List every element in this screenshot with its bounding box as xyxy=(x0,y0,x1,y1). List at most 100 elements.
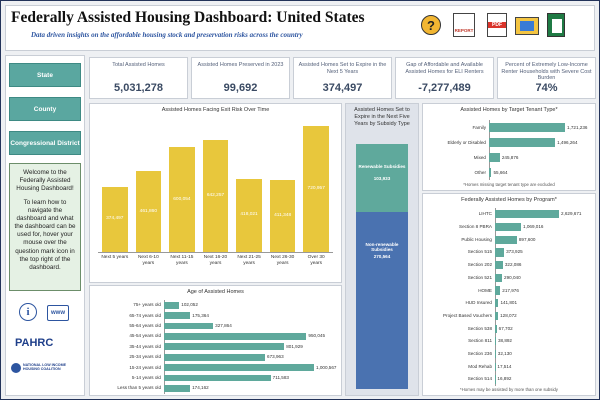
value-label: 32,130 xyxy=(497,351,512,357)
y-tick-label: 75+ years old xyxy=(133,302,161,308)
value-label: 270,564 xyxy=(373,253,391,259)
y-tick-label: Elderly or Disabled xyxy=(447,139,486,145)
value-label: 55,664 xyxy=(493,169,508,175)
value-label: 720,957 xyxy=(307,186,325,191)
y-tick-label: Section 538 xyxy=(467,325,492,331)
value-label: 16,892 xyxy=(497,376,512,382)
pdf-label: PDF xyxy=(488,22,506,28)
footnote: *Homes may be assisted by more than one … xyxy=(460,387,558,392)
web-icon[interactable]: www xyxy=(47,305,69,321)
x-tick-label: Next 26-30 years xyxy=(270,255,295,266)
value-label: 175,364 xyxy=(192,312,209,318)
chart-title: Assisted Homes by Target Tenant Type* xyxy=(460,107,558,113)
bar xyxy=(495,273,503,282)
value-label: 418,021 xyxy=(240,212,258,218)
value-label: 642,257 xyxy=(206,192,225,198)
bar xyxy=(102,186,128,252)
kpi-value: 374,497 xyxy=(322,82,363,94)
y-tick-label: Mixed xyxy=(473,154,486,160)
nlihc-logo[interactable]: NATIONAL LOW INCOME HOUSING COALITION xyxy=(23,363,66,372)
bar-segment xyxy=(356,211,408,389)
report-icon[interactable]: REPORT xyxy=(453,13,475,37)
x-tick-label: Next 6-10 years xyxy=(137,255,159,266)
y-tick-label: HUD Insured xyxy=(465,300,492,306)
county-button[interactable]: County xyxy=(9,97,81,121)
value-label: 897,600 xyxy=(518,236,536,242)
baseline xyxy=(98,252,333,253)
bar xyxy=(489,152,500,163)
value-label: 801,929 xyxy=(286,343,303,349)
x-tick-label: Next 16-20 years xyxy=(203,255,228,266)
chart-title: Age of Assisted Homes xyxy=(187,289,244,295)
y-tick-label: 55-64 years old xyxy=(129,323,161,328)
bar xyxy=(164,385,191,392)
welcome-text: To learn how to navigate the dashboard a… xyxy=(14,198,76,271)
value-label: 950,045 xyxy=(308,333,326,339)
bar xyxy=(495,337,496,346)
value-label: 411,348 xyxy=(274,213,292,219)
y-tick-label: HOME xyxy=(478,287,492,293)
value-label: 128,072 xyxy=(500,312,517,318)
bar xyxy=(489,122,565,133)
bar xyxy=(489,167,492,178)
value-label: 374,497 xyxy=(106,216,124,222)
value-label: 600,054 xyxy=(173,196,191,202)
y-tick-label: Section 521 xyxy=(467,274,492,280)
value-label: 673,963 xyxy=(267,354,284,360)
data-icon[interactable] xyxy=(515,17,539,35)
value-label: 38,892 xyxy=(497,338,512,344)
value-label: 217,976 xyxy=(502,287,519,293)
state-button[interactable]: State xyxy=(9,63,81,87)
bar xyxy=(164,343,285,351)
axis-line xyxy=(489,120,490,180)
bar xyxy=(169,147,195,252)
bar xyxy=(495,222,522,232)
y-tick-label: LIHTC xyxy=(478,211,492,217)
pdf-icon[interactable]: PDF xyxy=(487,13,507,37)
y-tick-label: Section 515 xyxy=(467,249,492,255)
bar xyxy=(495,210,559,219)
excel-icon[interactable] xyxy=(547,13,565,37)
kpi-card: Gap of Affordable and Available Assisted… xyxy=(395,57,494,99)
data-icon-screen xyxy=(520,21,534,31)
y-tick-label: Mod Rehab xyxy=(468,363,492,369)
bar xyxy=(202,139,229,252)
value-label: 322,086 xyxy=(504,262,522,268)
y-tick-label: 45-54 years old xyxy=(129,333,161,339)
bar xyxy=(164,322,214,330)
help-icon[interactable]: ? xyxy=(421,15,441,35)
bar xyxy=(495,286,501,295)
kpi-card: Total Assisted Homes 5,031,278 xyxy=(89,57,188,99)
y-tick-label: 35-44 years old xyxy=(129,343,161,349)
exit-risk-panel: Assisted Homes Facing Exit Risk Over Tim… xyxy=(89,103,342,283)
value-label: 17,514 xyxy=(497,363,512,369)
welcome-heading: Welcome to the Federally Assisted Housin… xyxy=(16,169,74,193)
y-tick-label: Public Housing xyxy=(461,236,492,242)
y-tick-label: Section 236 xyxy=(467,351,492,357)
x-tick-label: Next 21-25 years xyxy=(237,255,261,266)
pahrc-logo[interactable]: PAHRC xyxy=(15,337,54,349)
kpi-label: Assisted Homes Set to Expire in the Next… xyxy=(298,62,387,75)
bar xyxy=(303,126,329,252)
value-label: 711,583 xyxy=(272,375,289,380)
value-label: 1,496,264 xyxy=(557,139,578,145)
tenant-panel: Assisted Homes by Target Tenant Type* *H… xyxy=(422,103,596,191)
bar xyxy=(495,299,499,308)
bar xyxy=(495,248,505,257)
kpi-card: Percent of Extremely Low-Income Renter H… xyxy=(497,57,596,99)
info-icon[interactable]: i xyxy=(19,303,37,321)
value-label: 174,162 xyxy=(192,385,209,391)
value-label: 2,629,671 xyxy=(561,211,582,217)
bar xyxy=(135,171,162,252)
value-label: 327,864 xyxy=(215,323,232,328)
bar xyxy=(269,180,296,252)
bar xyxy=(495,311,499,320)
bar xyxy=(164,301,180,309)
bar xyxy=(164,333,307,340)
kpi-value: 74% xyxy=(535,82,558,94)
bar xyxy=(164,364,314,371)
district-button[interactable]: Congressional District xyxy=(9,131,81,155)
dashboard-title: Federally Assisted Housing Dashboard: Un… xyxy=(11,9,365,26)
age-panel: Age of Assisted Homes 75+ years old 102,0… xyxy=(89,285,342,396)
